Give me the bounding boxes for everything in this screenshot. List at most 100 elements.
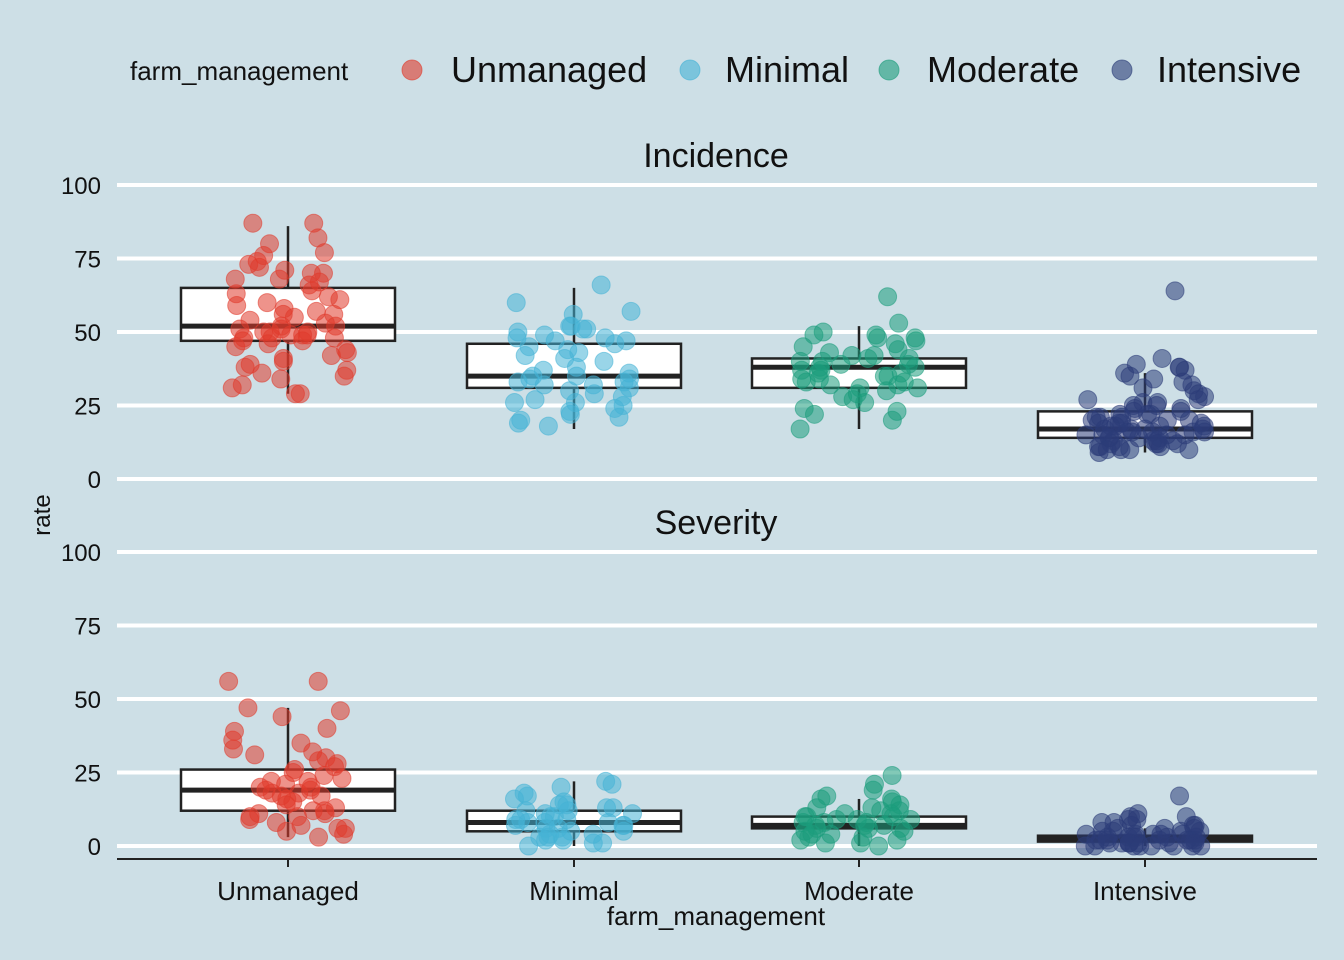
data-point <box>258 334 278 354</box>
data-point <box>508 372 528 392</box>
x-tick-label: Moderate <box>804 876 914 906</box>
data-point <box>302 281 322 301</box>
data-point <box>1165 281 1185 301</box>
data-point <box>222 378 242 398</box>
data-point <box>337 343 357 363</box>
facet-title: Incidence <box>643 137 789 175</box>
data-point <box>583 833 603 853</box>
data-point <box>614 821 634 841</box>
data-point <box>908 378 928 398</box>
data-point <box>906 331 926 351</box>
data-point <box>605 334 625 354</box>
data-point <box>330 701 350 721</box>
data-point <box>334 824 354 844</box>
data-point <box>271 369 291 389</box>
data-point <box>878 287 898 307</box>
data-point <box>553 830 573 850</box>
data-point <box>536 830 556 850</box>
data-point <box>226 337 246 357</box>
data-point <box>257 293 277 313</box>
data-point <box>519 836 539 856</box>
data-point <box>560 404 580 424</box>
data-point <box>790 419 810 439</box>
data-point <box>332 768 352 788</box>
points-intensive <box>1075 786 1211 856</box>
data-point <box>1152 348 1172 368</box>
data-point <box>584 384 604 404</box>
data-point <box>235 357 255 377</box>
x-tick-label: Unmanaged <box>217 876 359 906</box>
y-tick-label: 0 <box>88 467 101 494</box>
data-point <box>505 815 525 835</box>
x-axis-ticks: Unmanaged Minimal Moderate Intensive <box>217 859 1197 906</box>
data-point <box>1164 836 1184 856</box>
legend: farm_management Unmanaged Minimal Moderate… <box>130 49 1301 90</box>
data-point <box>858 348 878 368</box>
legend-key-intensive <box>1111 59 1133 81</box>
data-point <box>1075 836 1095 856</box>
data-point <box>240 810 260 830</box>
data-point <box>855 393 875 413</box>
data-point <box>252 363 272 383</box>
data-point <box>227 296 247 316</box>
data-point <box>245 745 265 765</box>
data-point <box>285 384 305 404</box>
data-point <box>1076 425 1096 445</box>
points-moderate <box>791 765 921 856</box>
data-point <box>863 780 883 800</box>
y-tick-label: 50 <box>74 320 101 347</box>
y-tick-label: 0 <box>88 834 101 861</box>
x-tick-label: Minimal <box>529 876 619 906</box>
y-axis-title: rate <box>29 494 56 535</box>
legend-label-minimal: Minimal <box>725 49 849 90</box>
y-tick-label: 75 <box>74 614 101 641</box>
y-tick-label: 75 <box>74 247 101 274</box>
points-unmanaged <box>222 213 357 404</box>
facet-incidence: Incidence 0 25 50 75 100 <box>61 137 1317 494</box>
points-intensive <box>1076 281 1215 463</box>
points-minimal <box>504 275 641 436</box>
data-point <box>602 774 622 794</box>
data-point <box>272 707 292 727</box>
facet-severity: Severity 0 25 50 75 100 <box>61 504 1317 861</box>
data-point <box>315 804 335 824</box>
data-point <box>1170 786 1190 806</box>
data-point <box>1089 443 1109 463</box>
legend-label-intensive: Intensive <box>1157 49 1301 90</box>
data-point <box>321 346 341 366</box>
facets: Incidence 0 25 50 75 100 Severity 0 25 50 75 100 <box>61 137 1317 861</box>
legend-key-moderate <box>878 59 900 81</box>
data-point <box>219 671 239 691</box>
data-point <box>1194 422 1214 442</box>
data-point <box>334 366 354 386</box>
y-tick-label: 25 <box>74 761 101 788</box>
data-point <box>804 325 824 345</box>
data-point <box>277 821 297 841</box>
data-point <box>308 671 328 691</box>
data-point <box>882 765 902 785</box>
data-point <box>515 346 535 366</box>
data-point <box>314 243 334 263</box>
data-point <box>889 313 909 333</box>
y-tick-label: 100 <box>61 173 101 200</box>
data-point <box>594 351 614 371</box>
facet-title: Severity <box>655 504 778 542</box>
data-point <box>1188 390 1208 410</box>
data-point <box>525 390 545 410</box>
data-point <box>591 275 611 295</box>
points-moderate <box>790 287 928 439</box>
data-point <box>1150 437 1170 457</box>
x-tick-label: Intensive <box>1093 876 1197 906</box>
data-point <box>869 836 889 856</box>
data-point <box>1078 390 1098 410</box>
data-point <box>815 833 835 853</box>
data-point <box>1191 836 1211 856</box>
data-point <box>851 833 871 853</box>
data-point <box>831 354 851 374</box>
y-tick-label: 50 <box>74 687 101 714</box>
data-point <box>877 381 897 401</box>
data-point <box>874 815 894 835</box>
y-tick-label: 100 <box>61 540 101 567</box>
data-point <box>243 213 263 233</box>
